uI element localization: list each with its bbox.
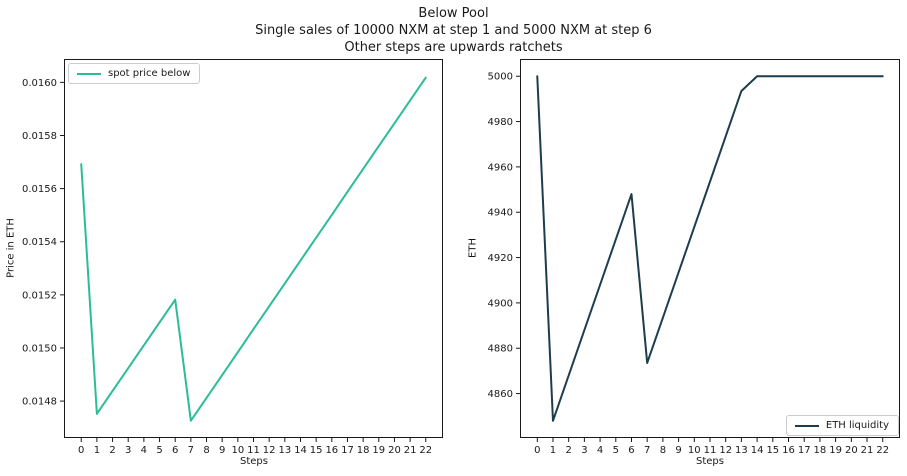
axes-spines	[520, 59, 900, 438]
x-tick-label: 9	[675, 445, 681, 456]
y-tick-label: 0.0160	[22, 78, 57, 89]
y-tick-label: 0.0158	[22, 131, 57, 142]
figure-title-line1: Below Pool	[418, 6, 489, 21]
x-axis-label-steps-left: Steps	[240, 456, 268, 467]
eth-liquidity-chart-panel: 4860 4880 4900 4920 4940 4960 4980 5000 0 1 2 3 4 5 6 7…	[455, 50, 907, 476]
x-tick-label: 15	[310, 445, 323, 456]
y-tick-label: 0.0156	[22, 184, 57, 195]
y-tick-label: 0.0150	[22, 343, 57, 354]
x-tick-label: 15	[766, 445, 779, 456]
figure-title-line3: Other steps are upwards ratchets	[344, 40, 563, 55]
x-tick-label: 3	[581, 445, 587, 456]
x-tick-label: 11	[247, 445, 260, 456]
x-tick-label: 18	[357, 445, 370, 456]
y-tick-label: 4980	[488, 117, 513, 128]
series-line-spot-price-below	[80, 76, 427, 422]
x-tick-label: 2	[565, 445, 571, 456]
x-tick-label: 14	[751, 445, 764, 456]
legend-label-spot-price: spot price below	[108, 68, 191, 79]
x-tick-label: 13	[735, 445, 748, 456]
x-tick-label: 16	[325, 445, 338, 456]
figure-title: Below Pool Single sales of 10000 NXM at …	[0, 5, 907, 56]
x-tick-label: 2	[109, 445, 115, 456]
x-tick-label: 9	[219, 445, 225, 456]
x-tick-label: 21	[861, 445, 874, 456]
x-tick-label: 3	[125, 445, 131, 456]
series-line-ETH-liquidity	[536, 75, 884, 422]
x-tick-label: 10	[688, 445, 701, 456]
legend-line-sample-eth-liquidity	[794, 424, 819, 427]
x-tick-label: 1	[550, 445, 556, 456]
x-tick-label: 0	[78, 445, 84, 456]
axes-spines	[64, 59, 443, 438]
spot-price-chart-panel: 0.0148 0.0150 0.0152 0.0154 0.0156 0.0158 0.01…	[0, 50, 455, 476]
figure-title-line2: Single sales of 10000 NXM at step 1 and …	[255, 23, 652, 38]
y-tick-label: 4860	[488, 389, 513, 400]
x-tick-label: 21	[404, 445, 417, 456]
x-tick-label: 5	[156, 445, 162, 456]
x-tick-label: 12	[263, 445, 276, 456]
x-tick-label: 19	[372, 445, 385, 456]
x-tick-label: 8	[203, 445, 209, 456]
x-tick-label: 5	[613, 445, 619, 456]
x-tick-label: 7	[644, 445, 650, 456]
spot-price-plot-area: 0.0148 0.0150 0.0152 0.0154 0.0156 0.0158 0.01…	[22, 59, 443, 456]
x-tick-label: 6	[172, 445, 178, 456]
y-tick-label: 0.0154	[22, 237, 57, 248]
y-axis-label-price: Price in ETH	[5, 218, 17, 278]
x-tick-label: 8	[660, 445, 666, 456]
y-tick-label: 4960	[488, 162, 513, 173]
y-tick-label: 5000	[488, 72, 513, 83]
x-tick-label: 10	[231, 445, 244, 456]
y-tick-label: 0.0152	[22, 290, 57, 301]
x-tick-label: 11	[704, 445, 717, 456]
x-tick-label: 20	[845, 445, 858, 456]
x-tick-label: 17	[341, 445, 354, 456]
x-tick-label: 13	[278, 445, 291, 456]
y-tick-label: 4940	[488, 208, 513, 219]
y-tick-label: 4920	[488, 253, 513, 264]
y-axis-label-eth: ETH	[467, 238, 479, 258]
y-tick-label: 0.0148	[22, 397, 57, 408]
y-tick-label: 4880	[488, 344, 513, 355]
x-tick-label: 18	[814, 445, 827, 456]
legend-eth-liquidity: ETH liquidity	[785, 415, 899, 436]
y-tick-label: 4900	[488, 298, 513, 309]
x-tick-label: 1	[94, 445, 100, 456]
x-tick-label: 20	[388, 445, 401, 456]
x-tick-label: 4	[141, 445, 147, 456]
legend-label-eth-liquidity: ETH liquidity	[825, 420, 889, 431]
x-tick-label: 16	[782, 445, 795, 456]
x-tick-label: 14	[294, 445, 307, 456]
x-tick-label: 7	[188, 445, 194, 456]
x-tick-label: 4	[597, 445, 603, 456]
legend-spot-price: spot price below	[68, 63, 201, 84]
x-tick-label: 17	[798, 445, 811, 456]
x-tick-label: 22	[419, 445, 432, 456]
legend-line-sample-spot-price	[77, 72, 101, 75]
x-tick-label: 19	[829, 445, 842, 456]
x-axis-label-steps-right: Steps	[696, 456, 724, 467]
x-tick-label: 12	[719, 445, 732, 456]
x-tick-label: 6	[628, 445, 634, 456]
x-tick-label: 22	[876, 445, 889, 456]
x-tick-label: 0	[534, 445, 540, 456]
